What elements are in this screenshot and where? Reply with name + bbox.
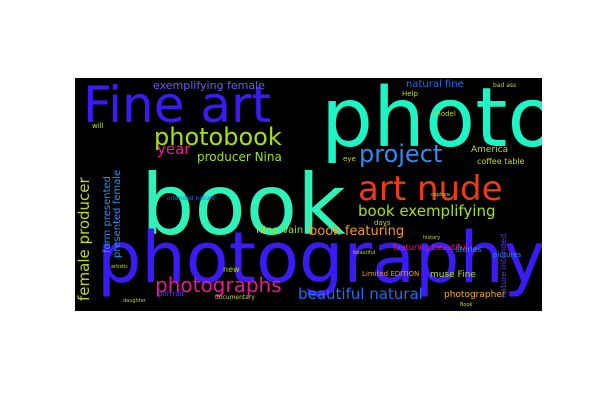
- word: days: [374, 219, 391, 227]
- word: bad ass: [493, 82, 517, 89]
- word: nature intended: [499, 233, 508, 298]
- word: Book: [460, 302, 473, 308]
- word: coffee table: [477, 157, 525, 166]
- word: documentary: [215, 294, 255, 301]
- word: Fine art: [83, 78, 272, 134]
- word: form presented: [102, 175, 113, 253]
- word: photographs: [155, 273, 282, 297]
- word: photo: [321, 78, 542, 166]
- word: book exemplifying: [358, 202, 496, 220]
- word: beautiful natural: [298, 285, 423, 303]
- word: project: [359, 140, 443, 168]
- word: history: [423, 235, 441, 241]
- word: book: [141, 156, 346, 254]
- word: stories: [455, 245, 482, 254]
- word: Nina Vain: [256, 225, 304, 236]
- word: art nude: [358, 169, 503, 209]
- word: book featuring: [309, 224, 405, 239]
- word: natural fine: [406, 79, 464, 90]
- word: portrait: [158, 290, 185, 298]
- word: pictures: [493, 251, 522, 259]
- word: Help: [402, 90, 418, 98]
- word: exemplifying female: [153, 79, 265, 92]
- word: producer Nina: [197, 150, 282, 164]
- word: muse Fine: [430, 270, 476, 280]
- word: capture: [431, 192, 451, 198]
- word: will: [92, 122, 104, 130]
- word: featuring beautiful: [393, 243, 468, 252]
- word-cloud: book photo photography Fine art art nude…: [75, 78, 542, 311]
- word: daughter: [123, 298, 146, 304]
- word: photobook: [154, 123, 282, 151]
- word: year: [157, 140, 191, 158]
- word: artistic: [111, 264, 129, 270]
- word: Limited EDITION: [362, 270, 420, 278]
- word: eye: [343, 155, 356, 163]
- word: photography: [97, 217, 542, 299]
- word: intended nature: [167, 195, 216, 202]
- word: America: [471, 145, 509, 155]
- word: beautiful: [353, 250, 376, 256]
- word: model: [434, 110, 456, 118]
- word: presented female: [112, 169, 123, 258]
- word: female producer: [75, 177, 93, 301]
- word: photographer: [444, 290, 506, 300]
- word: new: [223, 265, 240, 274]
